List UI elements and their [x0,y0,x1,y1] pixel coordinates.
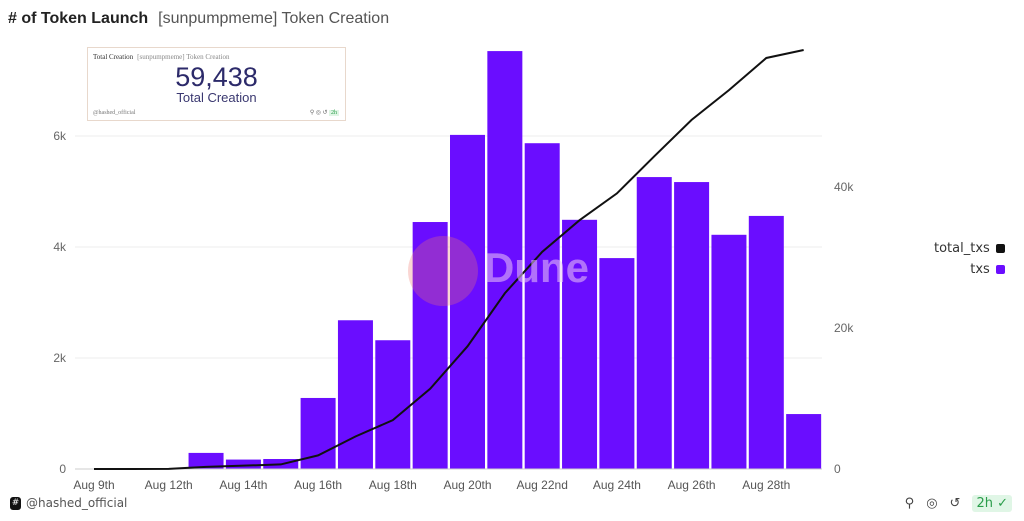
x-tick-label: Aug 12th [145,478,193,492]
refresh-age-badge[interactable]: 2h ✓ [972,495,1012,512]
bar-txs [450,134,485,469]
y-right-tick-label: 40k [834,180,854,194]
footer-tools: ⚲ ◎ ↺ 2h ✓ [905,495,1012,512]
x-tick-label: Aug 9th [73,478,114,492]
source-handle: @hashed_official [26,496,128,510]
y-left-tick-label: 4k [53,240,67,254]
card-badge: 2h [329,110,339,116]
bar-txs [711,234,747,469]
footer-source[interactable]: # @hashed_official [10,496,127,510]
bar-txs [300,397,336,469]
x-tick-label: Aug 28th [742,478,790,492]
refresh-age: 2h [976,496,993,511]
bar-txs [599,258,635,469]
line-total-txs [94,48,804,470]
fork-icon[interactable]: ⚲ [904,496,915,511]
card-source: @hashed_official [93,110,136,116]
card-title: Total Creation [93,53,134,61]
bar-txs [487,51,523,470]
bar-txs [188,452,224,469]
x-tick-label: Aug 18th [369,478,417,492]
camera-icon[interactable]: ◎ [926,496,938,511]
bar-txs [786,414,822,469]
bar-txs [375,340,411,469]
bar-txs [636,177,672,469]
y-right-tick-label: 0 [834,462,841,476]
legend-label: txs [970,262,990,277]
x-tick-label: Aug 26th [668,478,716,492]
card-header: Total Creation [sunpumpmeme] Token Creati… [93,53,229,61]
card-subtitle: [sunpumpmeme] Token Creation [137,53,230,61]
legend-label: total_txs [934,241,990,256]
counter-label: Total Creation [176,90,257,105]
legend-txs[interactable]: txs [934,259,1005,280]
bar-txs [337,320,373,469]
refresh-icon[interactable]: ↺ [949,496,961,511]
legend: total_txs txs [934,238,1005,280]
legend-swatch [995,244,1005,253]
hashed-logo-icon: # [10,496,21,510]
bar-txs [748,215,784,469]
bar-txs [225,459,261,469]
total-creation-card[interactable]: Total Creation [sunpumpmeme] Token Creati… [87,47,346,121]
bar-txs [562,219,598,469]
legend-swatch [995,265,1005,274]
x-tick-label: Aug 24th [593,478,641,492]
counter-value: 59,438 [175,62,258,92]
y-left-tick-label: 6k [53,129,67,143]
x-tick-label: Aug 16th [294,478,342,492]
bar-txs [412,222,448,469]
x-tick-label: Aug 20th [443,478,491,492]
bar-txs [524,143,560,469]
y-left-tick-label: 2k [53,351,67,365]
y-right-tick-label: 20k [834,321,854,335]
bar-txs [674,182,710,469]
x-tick-label: Aug 14th [219,478,267,492]
y-left-tick-label: 0 [59,462,66,476]
chart-title: # of Token Launch [sunpumpmeme] Token Cre… [8,9,389,28]
card-tools: ⚲ ◎ ↺ 2h [309,110,339,116]
title: # of Token Launch [8,10,149,27]
subtitle: [sunpumpmeme] Token Creation [158,10,390,27]
x-tick-label: Aug 22nd [517,478,568,492]
legend-total-txs[interactable]: total_txs [934,238,1005,259]
